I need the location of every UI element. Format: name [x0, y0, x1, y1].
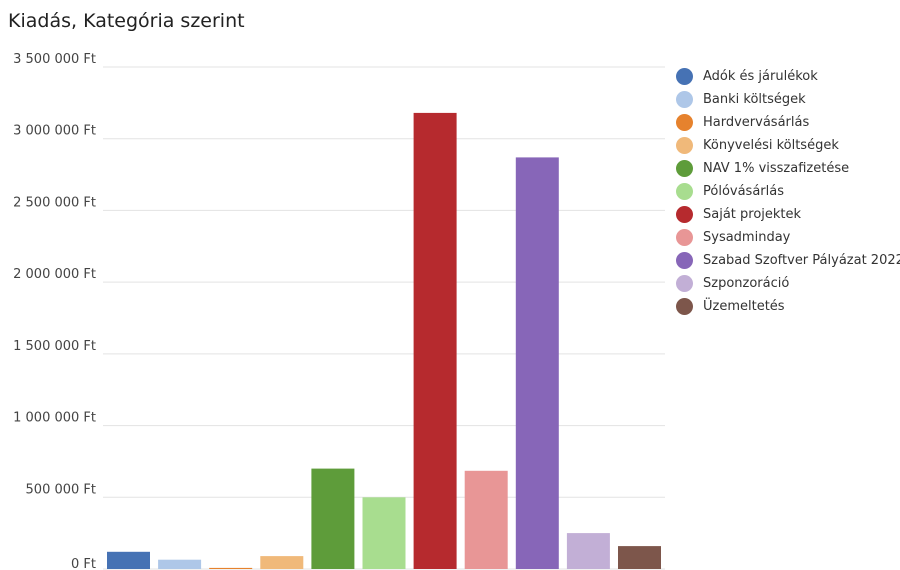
y-tick-label: 500 000 Ft — [26, 482, 96, 497]
legend-swatch — [676, 68, 693, 85]
y-tick-label: 2 500 000 Ft — [13, 195, 96, 210]
legend-label: Pólóvásárlás — [703, 184, 784, 199]
legend-swatch — [676, 229, 693, 246]
legend-label: NAV 1% visszafizetése — [703, 161, 850, 176]
bar[interactable] — [413, 112, 457, 570]
legend-swatch — [676, 206, 693, 223]
legend-label: Banki költségek — [703, 92, 806, 107]
legend-label: Saját projektek — [703, 207, 802, 222]
legend-item[interactable]: Könyvelési költségek — [676, 134, 900, 157]
legend-item[interactable]: Szabad Szoftver Pályázat 2022 — [676, 249, 900, 272]
legend-swatch — [676, 252, 693, 269]
legend-swatch — [676, 114, 693, 131]
legend-swatch — [676, 183, 693, 200]
bar[interactable] — [209, 567, 253, 569]
legend-item[interactable]: Sysadminday — [676, 226, 900, 249]
legend-swatch — [676, 91, 693, 108]
legend-label: Sysadminday — [703, 230, 791, 245]
bar[interactable] — [566, 533, 610, 569]
legend-item[interactable]: Adók és járulékok — [676, 65, 900, 88]
y-tick-label: 1 000 000 Ft — [13, 411, 96, 426]
legend-item[interactable]: Szponzoráció — [676, 272, 900, 295]
y-tick-label: 2 000 000 Ft — [13, 267, 96, 282]
bar[interactable] — [464, 470, 508, 569]
bar[interactable] — [362, 497, 406, 569]
legend: Adók és járulékok Banki költségek Hardverv… — [676, 65, 900, 318]
legend-label: Szabad Szoftver Pályázat 2022 — [703, 253, 900, 268]
legend-label: Szponzoráció — [703, 276, 790, 291]
y-axis-ticks: 0 Ft 500 000 Ft 1 000 000 Ft 1 500 000 Ft 2 … — [13, 52, 96, 570]
legend-swatch — [676, 275, 693, 292]
legend-label: Üzemeltetés — [703, 299, 785, 314]
bar[interactable] — [311, 468, 355, 569]
gridlines — [103, 66, 665, 570]
legend-label: Hardvervásárlás — [703, 115, 810, 130]
legend-item[interactable]: Hardvervásárlás — [676, 111, 900, 134]
chart-title: Kiadás, Kategória szerint — [8, 10, 245, 32]
bar[interactable] — [158, 559, 202, 569]
legend-item[interactable]: Saját projektek — [676, 203, 900, 226]
legend-label: Könyvelési költségek — [703, 138, 839, 153]
legend-label: Adók és járulékok — [703, 69, 818, 84]
bar[interactable] — [515, 157, 559, 569]
legend-swatch — [676, 137, 693, 154]
y-tick-label: 3 000 000 Ft — [13, 124, 96, 139]
legend-item[interactable]: Banki költségek — [676, 88, 900, 111]
y-tick-label: 3 500 000 Ft — [13, 52, 96, 67]
legend-swatch — [676, 298, 693, 315]
bar[interactable] — [618, 546, 661, 569]
legend-item[interactable]: NAV 1% visszafizetése — [676, 157, 900, 180]
y-tick-label: 1 500 000 Ft — [13, 339, 96, 354]
y-tick-label: 0 Ft — [71, 557, 96, 570]
bar[interactable] — [260, 556, 304, 569]
legend-item[interactable]: Üzemeltetés — [676, 295, 900, 318]
legend-swatch — [676, 160, 693, 177]
bar[interactable] — [107, 551, 150, 569]
bars — [107, 112, 661, 570]
legend-item[interactable]: Pólóvásárlás — [676, 180, 900, 203]
